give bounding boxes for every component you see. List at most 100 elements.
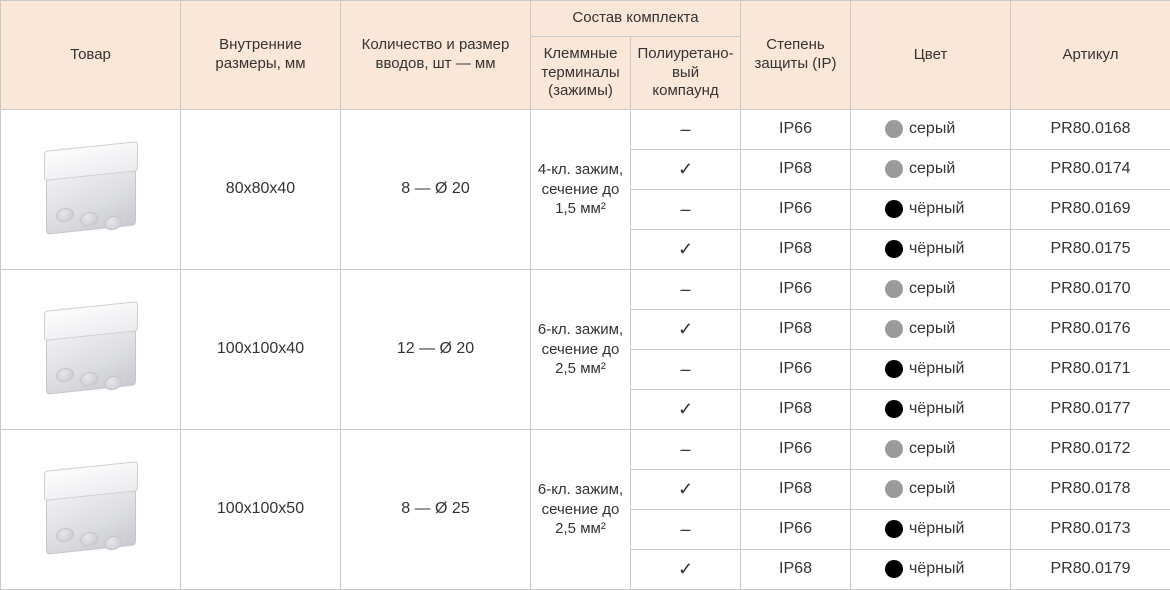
check-icon: ✓: [678, 559, 693, 579]
color-label: чёрный: [909, 560, 964, 577]
color-label: серый: [909, 280, 955, 297]
cell-compound: ✓: [631, 390, 741, 430]
cell-ip: IP68: [741, 550, 851, 590]
color-label: серый: [909, 440, 955, 457]
cell-color: чёрный: [851, 390, 1011, 430]
cell-article: PR80.0172: [1011, 430, 1170, 470]
color-swatch: [885, 200, 903, 218]
cell-compound: ✓: [631, 230, 741, 270]
cell-article: PR80.0171: [1011, 350, 1170, 390]
cell-article: PR80.0178: [1011, 470, 1170, 510]
color-swatch: [885, 320, 903, 338]
cell-color: чёрный: [851, 550, 1011, 590]
dash-icon: –: [681, 519, 691, 539]
cell-color: серый: [851, 150, 1011, 190]
color-swatch: [885, 160, 903, 178]
cell-compound: –: [631, 350, 741, 390]
cell-ip: IP66: [741, 350, 851, 390]
cell-product: [1, 270, 181, 430]
color-swatch: [885, 440, 903, 458]
color-swatch: [885, 560, 903, 578]
cell-inlets: 8 — Ø 25: [341, 430, 531, 590]
cell-color: серый: [851, 430, 1011, 470]
cell-color: чёрный: [851, 510, 1011, 550]
cell-ip: IP66: [741, 510, 851, 550]
cell-product: [1, 110, 181, 270]
product-image: [26, 290, 156, 410]
cell-dimensions: 100x100x40: [181, 270, 341, 430]
col-header-product: Товар: [1, 1, 181, 110]
product-image: [26, 450, 156, 570]
cell-color: серый: [851, 470, 1011, 510]
col-header-dims: Внутренниеразмеры, мм: [181, 1, 341, 110]
check-icon: ✓: [678, 399, 693, 419]
dash-icon: –: [681, 439, 691, 459]
color-swatch: [885, 240, 903, 258]
color-swatch: [885, 400, 903, 418]
check-icon: ✓: [678, 319, 693, 339]
cell-ip: IP66: [741, 270, 851, 310]
color-label: серый: [909, 480, 955, 497]
color-label: чёрный: [909, 360, 964, 377]
cell-clamp: 6-кл. зажим,сечение до2,5 мм²: [531, 430, 631, 590]
color-label: серый: [909, 120, 955, 137]
color-label: чёрный: [909, 200, 964, 217]
cell-color: серый: [851, 270, 1011, 310]
col-header-kit-clamps: Клеммныетерминалы(зажимы): [531, 36, 631, 109]
col-header-article: Артикул: [1011, 1, 1170, 110]
cell-compound: ✓: [631, 470, 741, 510]
color-label: серый: [909, 320, 955, 337]
cell-clamp: 4-кл. зажим,сечение до1,5 мм²: [531, 110, 631, 270]
cell-article: PR80.0170: [1011, 270, 1170, 310]
color-label: чёрный: [909, 400, 964, 417]
cell-clamp: 6-кл. зажим,сечение до2,5 мм²: [531, 270, 631, 430]
cell-ip: IP68: [741, 390, 851, 430]
check-icon: ✓: [678, 479, 693, 499]
cell-compound: ✓: [631, 550, 741, 590]
cell-ip: IP68: [741, 470, 851, 510]
cell-inlets: 12 — Ø 20: [341, 270, 531, 430]
cell-compound: ✓: [631, 150, 741, 190]
cell-compound: –: [631, 430, 741, 470]
cell-compound: –: [631, 510, 741, 550]
cell-color: серый: [851, 110, 1011, 150]
cell-article: PR80.0175: [1011, 230, 1170, 270]
table-body: 80x80x408 — Ø 204-кл. зажим,сечение до1,…: [1, 110, 1170, 590]
color-label: чёрный: [909, 520, 964, 537]
cell-ip: IP68: [741, 230, 851, 270]
cell-compound: –: [631, 270, 741, 310]
product-image: [26, 130, 156, 250]
cell-article: PR80.0177: [1011, 390, 1170, 430]
cell-color: чёрный: [851, 350, 1011, 390]
cell-ip: IP66: [741, 190, 851, 230]
table-row: 100x100x508 — Ø 256-кл. зажим,сечение до…: [1, 430, 1170, 470]
dash-icon: –: [681, 199, 691, 219]
cell-compound: –: [631, 110, 741, 150]
col-header-kit: Состав комплекта: [531, 1, 741, 37]
color-swatch: [885, 480, 903, 498]
dash-icon: –: [681, 279, 691, 299]
cell-article: PR80.0168: [1011, 110, 1170, 150]
col-header-inlets: Количество и размервводов, шт — мм: [341, 1, 531, 110]
table-row: 100x100x4012 — Ø 206-кл. зажим,сечение д…: [1, 270, 1170, 310]
cell-compound: ✓: [631, 310, 741, 350]
color-label: серый: [909, 160, 955, 177]
table-header: Товар Внутренниеразмеры, мм Количество и…: [1, 1, 1170, 110]
cell-article: PR80.0174: [1011, 150, 1170, 190]
cell-compound: –: [631, 190, 741, 230]
cell-article: PR80.0169: [1011, 190, 1170, 230]
cell-ip: IP66: [741, 110, 851, 150]
cell-ip: IP68: [741, 310, 851, 350]
cell-dimensions: 80x80x40: [181, 110, 341, 270]
dash-icon: –: [681, 119, 691, 139]
cell-ip: IP66: [741, 430, 851, 470]
dash-icon: –: [681, 359, 691, 379]
check-icon: ✓: [678, 159, 693, 179]
cell-dimensions: 100x100x50: [181, 430, 341, 590]
check-icon: ✓: [678, 239, 693, 259]
color-swatch: [885, 280, 903, 298]
cell-product: [1, 430, 181, 590]
cell-article: PR80.0176: [1011, 310, 1170, 350]
table-row: 80x80x408 — Ø 204-кл. зажим,сечение до1,…: [1, 110, 1170, 150]
color-swatch: [885, 520, 903, 538]
